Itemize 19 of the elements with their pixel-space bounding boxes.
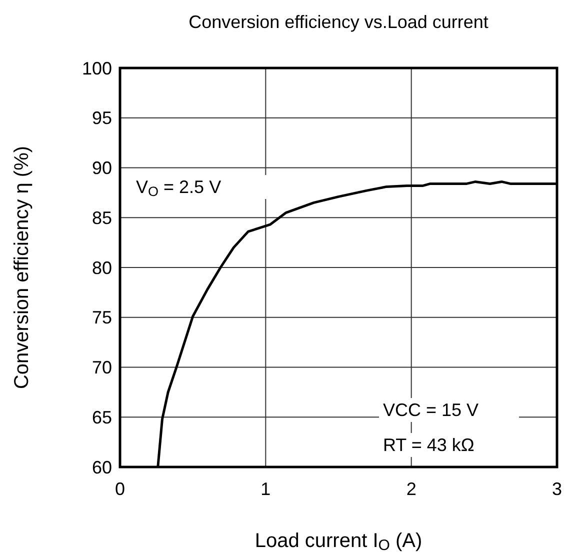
chart-title: Conversion efficiency vs.Load current <box>188 12 488 32</box>
y-tick-label: 60 <box>92 457 112 478</box>
y-tick-label: 95 <box>92 108 112 128</box>
annotation: RT = 43 kΩ <box>383 435 474 455</box>
y-tick-label: 100 <box>82 58 112 78</box>
y-tick-label: 75 <box>92 308 112 328</box>
y-tick-label: 70 <box>92 358 112 378</box>
y-tick-label: 80 <box>92 258 112 278</box>
y-axis-title: Conversion efficiency η (%) <box>11 146 33 390</box>
x-tick-label: 1 <box>260 479 271 499</box>
annotation: V$_{O}$ = 2.5 V <box>136 177 222 199</box>
y-tick-label: 65 <box>92 407 112 428</box>
annotation: VCC = 15 V <box>383 400 479 420</box>
y-tick-label: 90 <box>92 158 112 178</box>
x-axis-title: Load current I$_{O}$ (A) <box>254 530 422 554</box>
x-tick-label: 2 <box>406 479 416 499</box>
y-tick-label: 85 <box>92 208 112 228</box>
x-tick-label: 0 <box>114 479 126 499</box>
x-tick-label: 3 <box>552 479 562 499</box>
